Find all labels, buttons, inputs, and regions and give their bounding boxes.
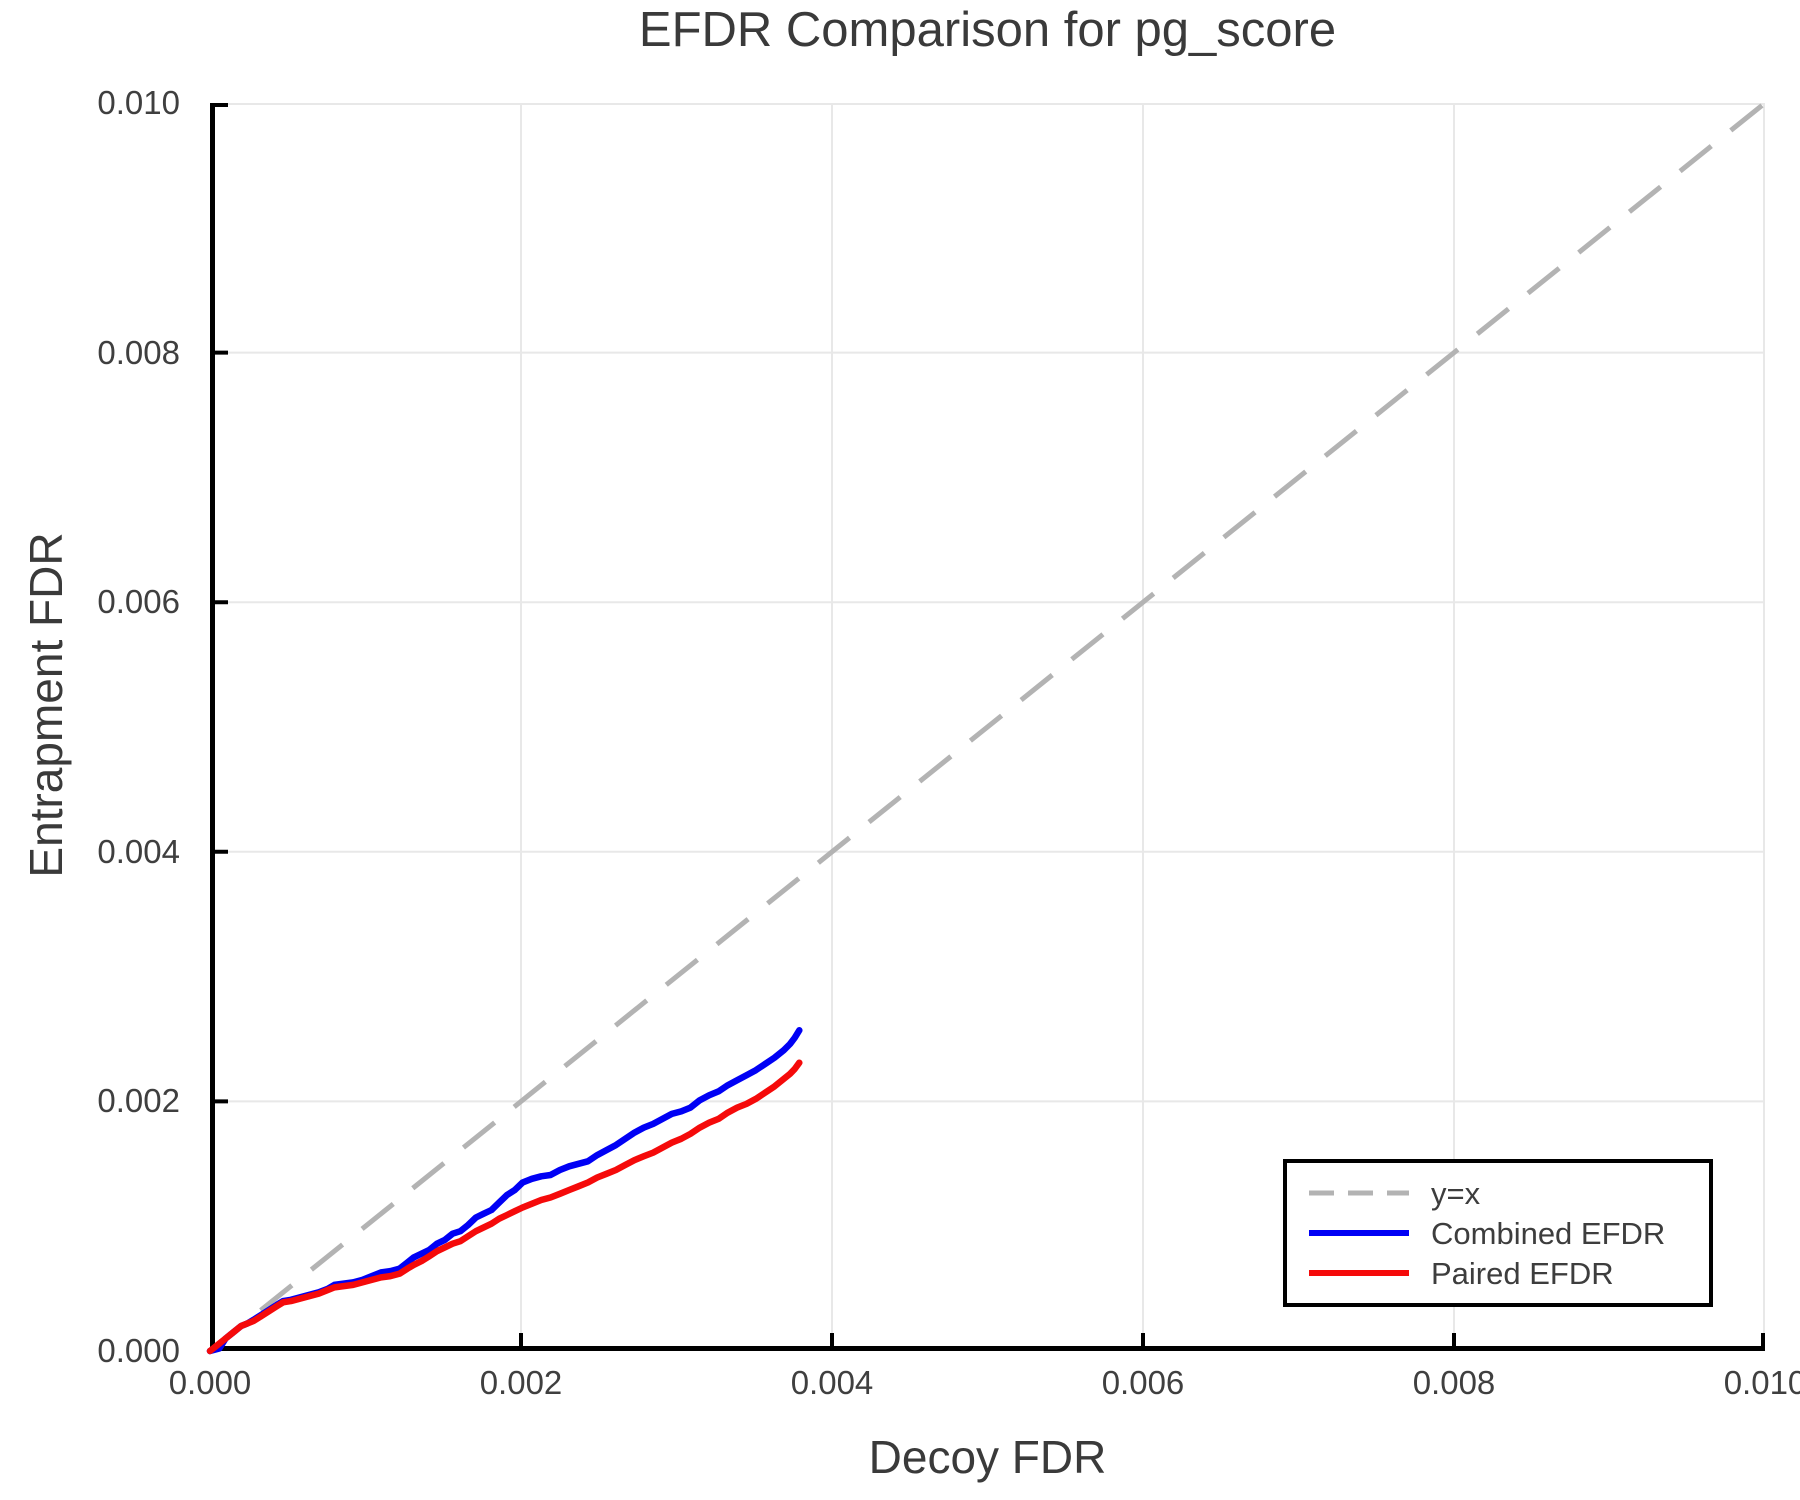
legend: y=x Combined EFDR Paired EFDR — [1283, 1159, 1713, 1307]
x-tick-label: 0.000 — [168, 1364, 252, 1401]
page-title: EFDR Comparison for pg_score — [638, 3, 1337, 57]
legend-label-combined: Combined EFDR — [1431, 1215, 1666, 1251]
y-tick-label: 0.010 — [97, 84, 180, 121]
y-tick-label: 0.004 — [97, 832, 180, 870]
y-tick-label: 0.008 — [97, 333, 180, 371]
chart-canvas — [206, 101, 1767, 1355]
legend-label-identity: y=x — [1431, 1175, 1481, 1211]
plot-area — [206, 101, 1767, 1355]
legend-entry-identity: y=x — [1307, 1174, 1709, 1212]
y-axis-label: Entrapment FDR — [20, 532, 72, 878]
legend-entry-combined: Combined EFDR — [1307, 1214, 1709, 1252]
x-tick-label: 0.008 — [1412, 1364, 1496, 1401]
legend-combined-line-sample — [1309, 1230, 1409, 1236]
x-tick-label: 0.004 — [790, 1364, 874, 1401]
x-tick-label: 0.010 — [1723, 1364, 1800, 1401]
x-tick-label: 0.006 — [1101, 1364, 1185, 1401]
y-tick-label: 0.002 — [97, 1082, 180, 1120]
legend-dashed-line-sample — [1309, 1190, 1409, 1196]
x-axis-label: Decoy FDR — [868, 1431, 1107, 1483]
legend-label-paired: Paired EFDR — [1431, 1255, 1614, 1291]
x-tick-label: 0.002 — [479, 1364, 563, 1401]
legend-paired-line-sample — [1309, 1270, 1409, 1276]
y-tick-label: 0.006 — [97, 583, 180, 621]
legend-entry-paired: Paired EFDR — [1307, 1254, 1709, 1292]
y-tick-label: 0.000 — [97, 1332, 180, 1369]
